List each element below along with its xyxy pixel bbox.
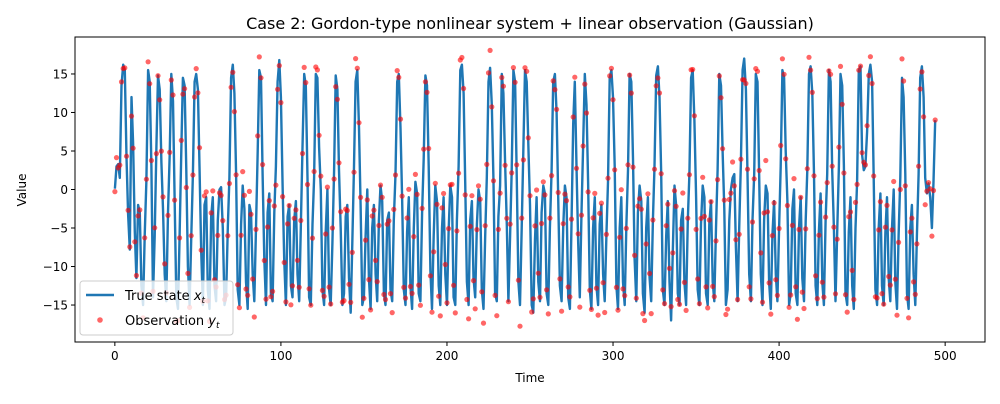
x-tick-label: 500: [934, 349, 957, 363]
x-axis-ticks: 0 100 200 300 400 500: [111, 342, 957, 363]
y-tick-label: 10: [53, 106, 68, 120]
y-tick-label: −10: [43, 260, 68, 274]
x-axis-label: Time: [514, 371, 544, 385]
legend-box: [79, 280, 234, 336]
x-tick-label: 100: [269, 349, 292, 363]
y-tick-label: 5: [60, 144, 68, 158]
x-tick-label: 300: [602, 349, 625, 363]
x-tick-label: 0: [111, 349, 119, 363]
y-axis-ticks: −15 −10 −5 0 5 10 15: [43, 67, 75, 313]
y-axis-label: Value: [15, 174, 29, 207]
y-tick-label: 0: [60, 183, 68, 197]
legend-label-true-state: True state xt: [124, 289, 206, 306]
chart-title: Case 2: Gordon-type nonlinear system + l…: [246, 14, 814, 33]
observation-points: [112, 47, 938, 329]
y-tick-label: 15: [53, 67, 68, 81]
legend-label-observation: Observation yt: [125, 314, 220, 331]
x-tick-label: 400: [768, 349, 791, 363]
y-tick-label: −15: [43, 299, 68, 313]
legend-dot-swatch: [97, 317, 103, 323]
legend: True state xt Observation yt: [79, 280, 234, 336]
x-tick-label: 200: [436, 349, 459, 363]
y-tick-label: −5: [50, 222, 68, 236]
